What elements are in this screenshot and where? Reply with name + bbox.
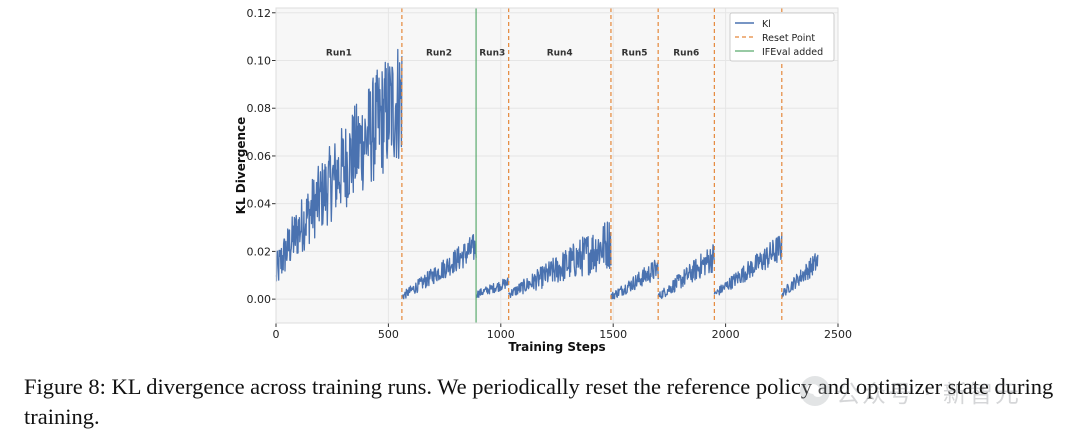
- kl-line-run6: [657, 244, 716, 300]
- run-label: Run1: [326, 49, 352, 59]
- legend-reset-point-label: Reset Point: [762, 33, 815, 44]
- kl-line-run7: [713, 232, 783, 296]
- y-tick-label: 0.00: [247, 293, 272, 306]
- plot-frame: [275, 7, 839, 324]
- y-tick-label: 0.02: [247, 245, 272, 258]
- kl-line-run2: [401, 234, 477, 300]
- y-axis-label: KL Divergence: [234, 117, 248, 215]
- run-label: Run4: [547, 49, 573, 59]
- kl-line-run4: [508, 221, 612, 299]
- y-tick-label: 0.12: [247, 7, 272, 20]
- run-label: Run5: [622, 49, 648, 59]
- axes: 0.00 0.02 0.04 0.06 0.08 0.10 0.12 0 500 1000 1500…: [234, 7, 852, 354]
- x-tick-label: 2500: [824, 328, 852, 341]
- marker-lines: [401, 8, 783, 323]
- kl-line-run5: [610, 259, 659, 300]
- x-tick-label: 0: [273, 328, 280, 341]
- kl-line-run1: [275, 48, 403, 282]
- y-tick-label: 0.08: [247, 102, 272, 115]
- x-tick-label: 1500: [599, 328, 627, 341]
- run-label: Run6: [673, 49, 699, 59]
- kl-divergence-chart: Run1Run2Run3Run4Run5Run6Run7Run8 0.000.0…: [234, 7, 852, 354]
- y-tick-label: 0.06: [247, 150, 272, 163]
- y-tick-label: 0.04: [247, 198, 272, 211]
- run-label: Run2: [426, 49, 452, 59]
- legend-kl-label: Kl: [762, 19, 771, 30]
- x-axis-label: Training Steps: [508, 340, 605, 354]
- kl-line-run3: [475, 277, 510, 299]
- kl-line-run8: [781, 253, 819, 298]
- y-tick-label: 0.10: [247, 55, 272, 68]
- x-tick-label: 1000: [487, 328, 515, 341]
- figure-caption: Figure 8: KL divergence across training …: [24, 374, 1054, 429]
- legend: Kl Reset Point IFEval added: [729, 12, 835, 62]
- x-tick-label: 2000: [712, 328, 740, 341]
- x-tick-label: 500: [378, 328, 399, 341]
- legend-box: [729, 12, 835, 62]
- legend-ifeval-added-label: IFEval added: [762, 47, 823, 58]
- kl-series: [275, 48, 819, 300]
- run-label: Run3: [479, 49, 505, 59]
